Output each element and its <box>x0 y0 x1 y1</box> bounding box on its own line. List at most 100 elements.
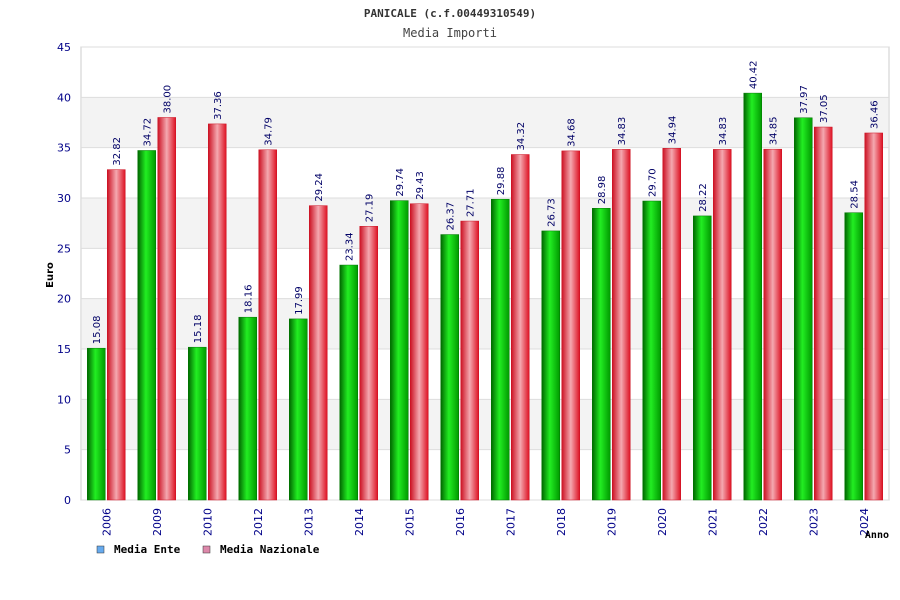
bar-media-ente <box>188 346 207 501</box>
x-tick-label: 2019 <box>605 508 618 536</box>
data-label: 29.74 <box>395 168 406 197</box>
chart-title: PANICALE (c.f.00449310549) <box>364 7 536 20</box>
bar-media-nazionale <box>460 220 479 501</box>
data-label: 34.83 <box>617 117 628 146</box>
data-label: 29.43 <box>415 171 426 200</box>
bar-media-ente <box>491 198 510 501</box>
data-label: 29.70 <box>648 168 659 197</box>
bar-media-ente <box>440 234 459 501</box>
grid-band <box>82 97 888 148</box>
x-tick-label: 2024 <box>858 508 871 536</box>
x-tick-label: 2015 <box>403 508 416 536</box>
bar-media-ente <box>289 318 308 501</box>
legend-swatch <box>202 545 211 554</box>
x-tick-label: 2016 <box>454 508 467 536</box>
bar-media-ente <box>844 212 863 501</box>
legend: Media Ente Media Nazionale <box>96 543 320 556</box>
bar-media-ente <box>390 200 409 501</box>
x-tick-label: 2021 <box>706 508 719 536</box>
x-tick-label: 2020 <box>656 508 669 536</box>
data-label: 17.99 <box>294 286 305 315</box>
data-label: 15.08 <box>92 316 103 345</box>
data-label: 29.88 <box>496 167 507 196</box>
bar-media-nazionale <box>258 149 277 501</box>
data-label: 34.94 <box>668 116 679 145</box>
data-label: 34.72 <box>143 118 154 147</box>
data-label: 40.42 <box>749 60 760 89</box>
bar-media-nazionale <box>157 117 176 501</box>
x-axis-ticks: 2006 2009 2010 2012 2013 2014 2015 2016 2017 2018… <box>100 508 871 536</box>
data-label: 27.71 <box>466 188 477 217</box>
data-label: 18.16 <box>244 285 255 314</box>
data-labels: 15.08 32.82 34.72 38.00 15.18 37.36 18.16 34.79… <box>92 60 881 344</box>
bar-media-nazionale <box>662 148 681 501</box>
y-tick-label: 45 <box>57 41 71 54</box>
x-tick-label: 2006 <box>100 508 113 536</box>
bar-media-ente <box>794 117 813 501</box>
y-tick-label: 20 <box>57 293 71 306</box>
bar-media-ente <box>541 230 560 501</box>
bar-media-ente <box>693 215 712 501</box>
data-label: 37.05 <box>819 94 830 123</box>
bar-media-nazionale <box>713 149 732 501</box>
bar-media-nazionale <box>612 149 631 501</box>
data-label: 37.36 <box>213 91 224 120</box>
data-label: 28.22 <box>698 183 709 212</box>
data-label: 32.82 <box>112 137 123 166</box>
x-tick-label: 2012 <box>252 508 265 536</box>
legend-label: Media Nazionale <box>220 543 320 556</box>
bar-media-ente <box>238 316 257 501</box>
data-label: 26.73 <box>547 198 558 227</box>
legend-label: Media Ente <box>114 543 181 556</box>
y-tick-label: 15 <box>57 343 71 356</box>
x-tick-label: 2017 <box>504 508 517 536</box>
legend-swatch <box>96 545 105 554</box>
data-label: 27.19 <box>365 194 376 223</box>
data-label: 34.32 <box>516 122 527 151</box>
bar-media-ente <box>87 347 106 501</box>
data-label: 28.54 <box>850 180 861 209</box>
bar-media-ente <box>642 200 661 501</box>
data-label: 34.68 <box>567 118 578 147</box>
data-label: 34.79 <box>264 117 275 146</box>
y-tick-label: 25 <box>57 242 71 255</box>
bar-media-nazionale <box>561 150 580 501</box>
bar-media-ente <box>743 92 762 501</box>
x-tick-label: 2009 <box>151 508 164 536</box>
data-label: 37.97 <box>799 85 810 114</box>
bar-media-nazionale <box>410 203 429 501</box>
data-label: 38.00 <box>163 85 174 114</box>
y-tick-label: 40 <box>57 91 71 104</box>
bar-media-nazionale <box>107 169 126 501</box>
bar-media-nazionale <box>511 154 530 501</box>
y-tick-label: 0 <box>64 494 71 507</box>
x-tick-label: 2013 <box>302 508 315 536</box>
x-tick-label: 2010 <box>201 508 214 536</box>
bar-media-nazionale <box>814 126 833 501</box>
bar-media-ente <box>592 208 611 501</box>
x-tick-label: 2022 <box>757 508 770 536</box>
x-tick-label: 2018 <box>555 508 568 536</box>
bar-media-nazionale <box>208 123 227 501</box>
bar-media-ente <box>339 264 358 501</box>
y-tick-label: 35 <box>57 142 71 155</box>
y-tick-label: 30 <box>57 192 71 205</box>
data-label: 28.98 <box>597 176 608 205</box>
data-label: 26.37 <box>446 202 457 231</box>
data-label: 29.24 <box>314 173 325 202</box>
data-label: 34.85 <box>769 117 780 146</box>
bar-media-nazionale <box>309 205 328 501</box>
bar-media-nazionale <box>864 132 883 501</box>
y-axis-ticks: 0 5 10 15 20 25 30 35 40 45 <box>57 41 71 507</box>
x-axis-label: Anno <box>865 530 889 541</box>
y-tick-label: 5 <box>64 444 71 457</box>
y-axis-label: Euro <box>45 262 56 288</box>
bar-media-nazionale <box>763 148 782 501</box>
x-tick-label: 2023 <box>807 508 820 536</box>
chart-subtitle: Media Importi <box>403 26 497 40</box>
data-label: 15.18 <box>193 315 204 344</box>
bars <box>87 92 883 501</box>
x-tick-label: 2014 <box>353 508 366 536</box>
bar-media-nazionale <box>359 226 378 501</box>
